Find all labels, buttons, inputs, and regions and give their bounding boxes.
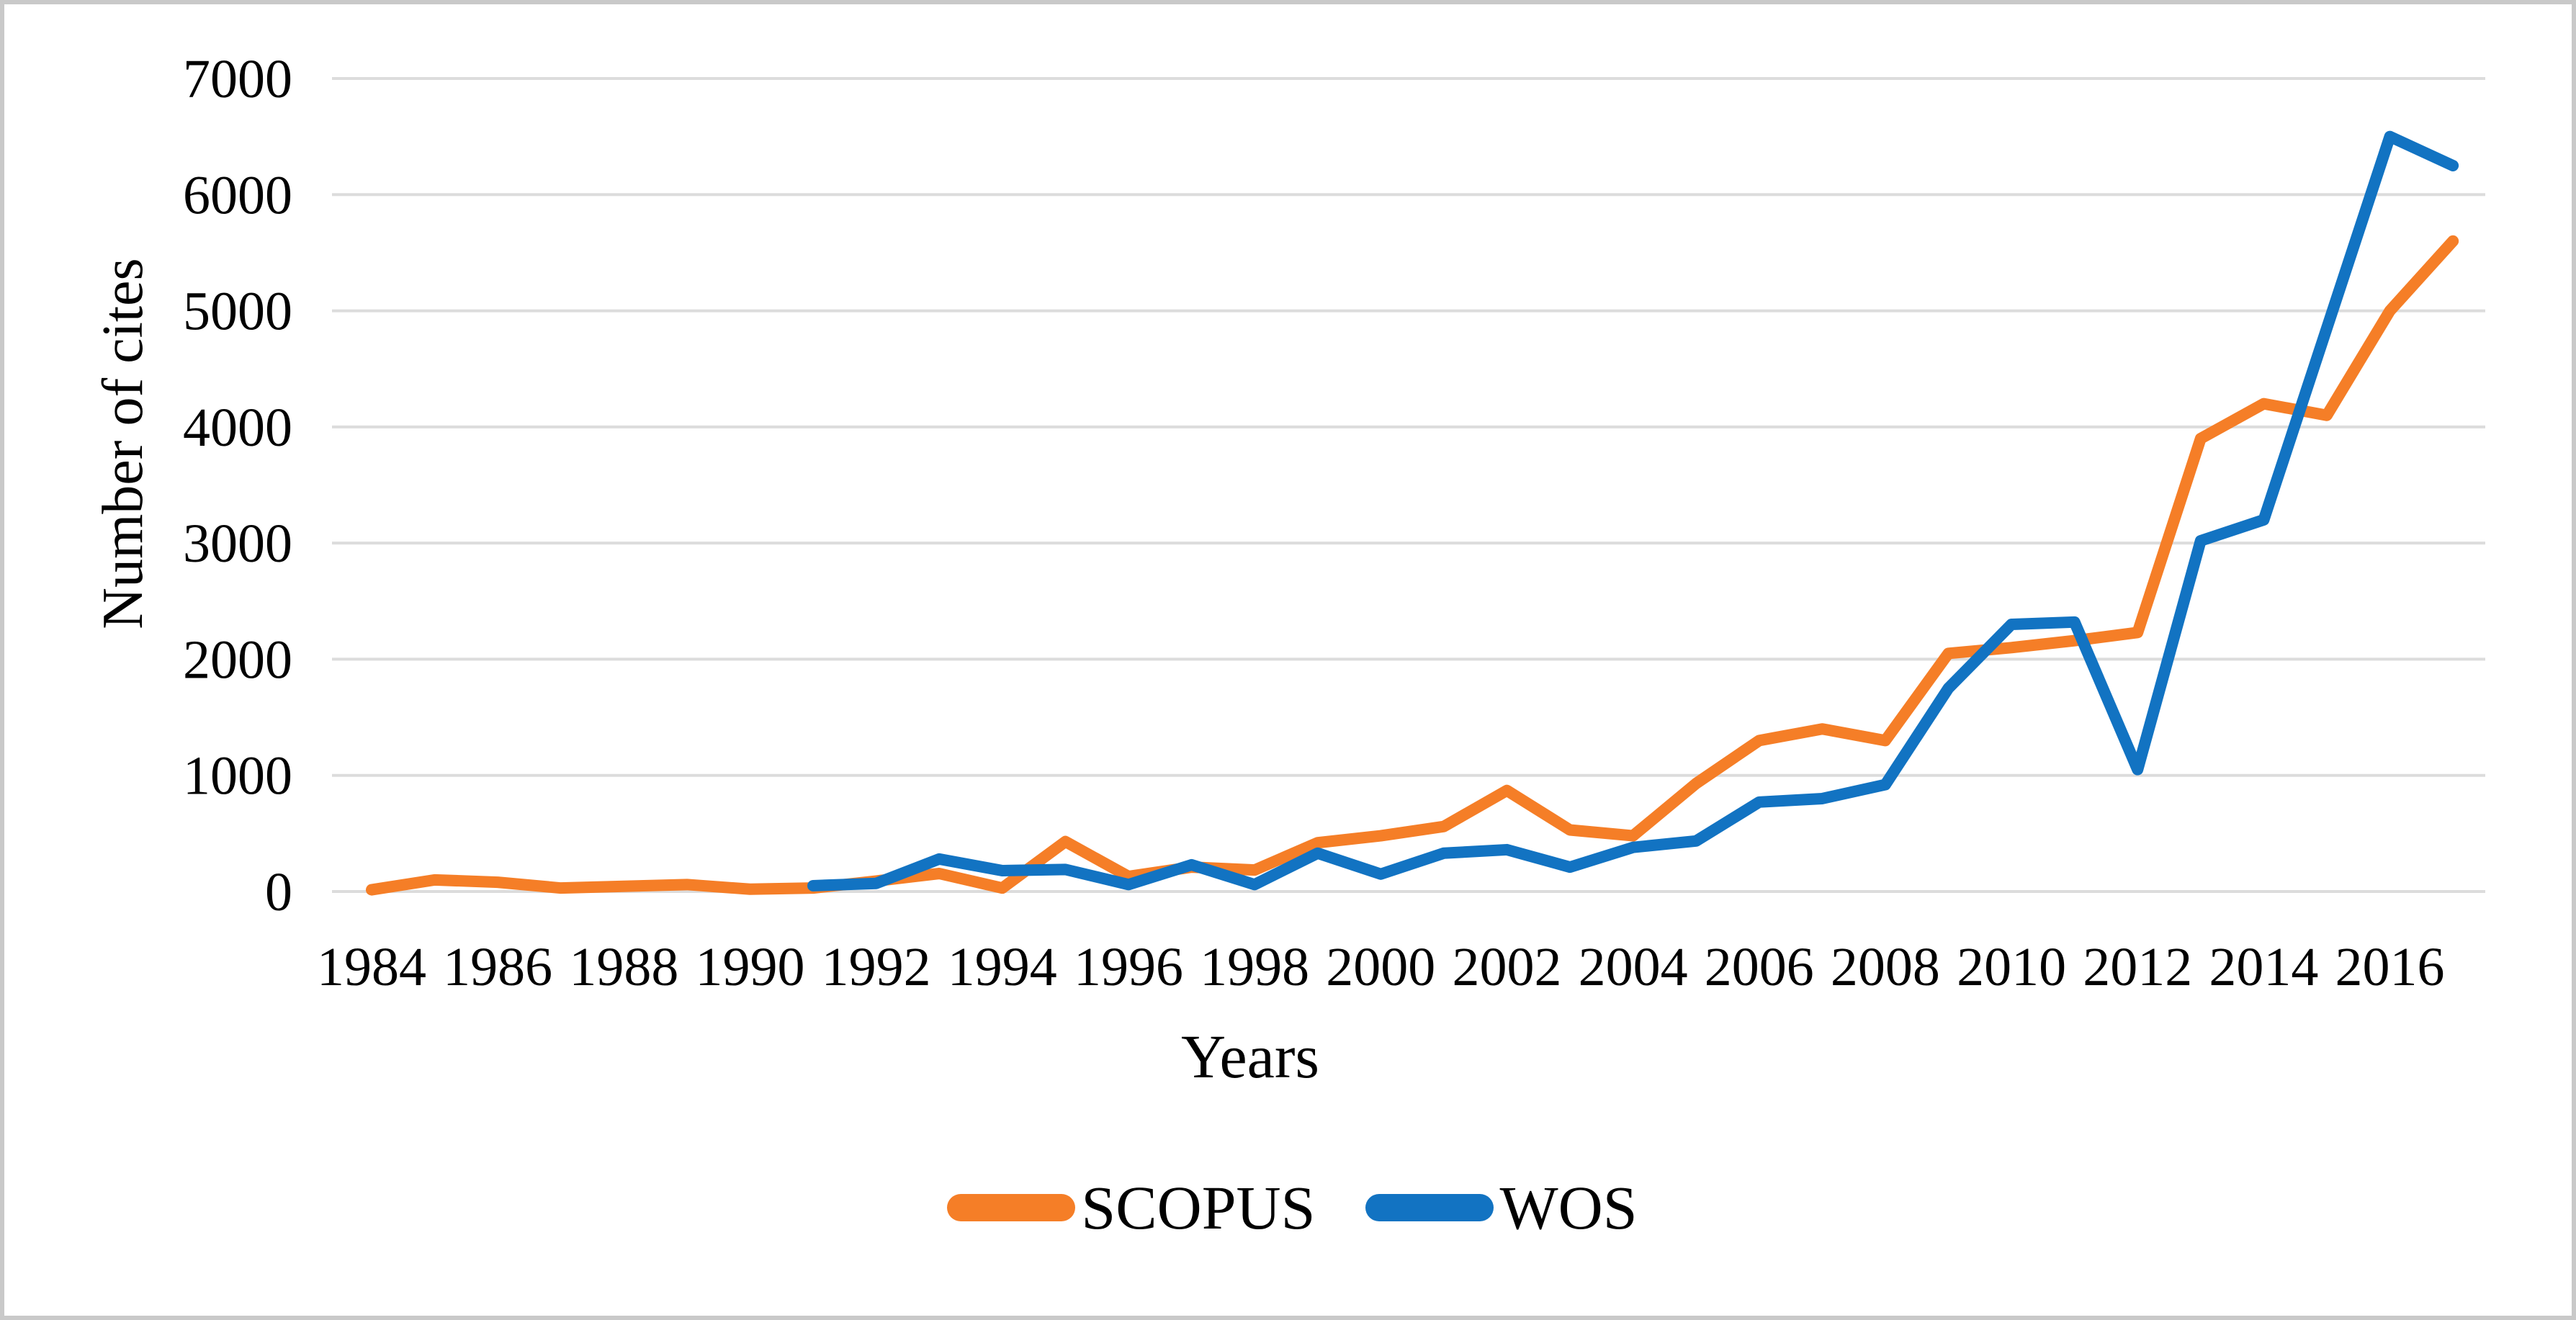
y-axis-title: Number of cites xyxy=(91,258,155,629)
x-tick-label: 2008 xyxy=(1831,937,1940,997)
legend: SCOPUS WOS xyxy=(4,1173,2572,1242)
x-tick-label: 1986 xyxy=(443,937,552,997)
x-tick-label: 1988 xyxy=(569,937,678,997)
y-tick-label: 7000 xyxy=(183,49,292,109)
x-tick-label: 1992 xyxy=(822,937,931,997)
x-tick-label: 2006 xyxy=(1705,937,1814,997)
wos-line-swatch-icon xyxy=(1365,1194,1494,1221)
x-tick-label: 2016 xyxy=(2335,937,2445,997)
legend-item-scopus: SCOPUS xyxy=(947,1177,1315,1239)
x-tick-label: 1994 xyxy=(948,937,1057,997)
x-tick-label: 1998 xyxy=(1200,937,1309,997)
y-tick-label: 5000 xyxy=(183,282,292,342)
legend-item-wos: WOS xyxy=(1365,1173,1638,1242)
x-tick-label: 1996 xyxy=(1074,937,1183,997)
x-axis-title: Years xyxy=(1181,1022,1319,1091)
y-tick-label: 4000 xyxy=(183,398,292,458)
x-tick-label: 2000 xyxy=(1326,937,1435,997)
series-line-wos xyxy=(807,130,2459,892)
x-tick-label: 1984 xyxy=(317,937,426,997)
y-tick-label: 1000 xyxy=(183,746,292,807)
x-tick-label: 2010 xyxy=(1957,937,2066,997)
x-tick-label: 1990 xyxy=(695,937,804,997)
plot-area: 0 1000 2000 3000 4000 5000 6000 7000 1984 1986 198… xyxy=(183,49,2485,997)
y-tick-label: 2000 xyxy=(183,629,292,690)
legend-label-scopus: SCOPUS xyxy=(1081,1173,1316,1242)
x-tick-label: 2004 xyxy=(1579,937,1688,997)
series-line-scopus xyxy=(366,235,2459,896)
scopus-line-swatch-icon xyxy=(947,1194,1076,1221)
legend-label-wos: WOS xyxy=(1499,1173,1638,1242)
x-tick-label: 2012 xyxy=(2083,937,2192,997)
y-tick-label: 3000 xyxy=(183,513,292,574)
x-tick-label: 2014 xyxy=(2209,937,2318,997)
y-tick-label: 0 xyxy=(265,862,292,922)
x-tick-label: 2002 xyxy=(1452,937,1561,997)
y-tick-label: 6000 xyxy=(183,165,292,225)
